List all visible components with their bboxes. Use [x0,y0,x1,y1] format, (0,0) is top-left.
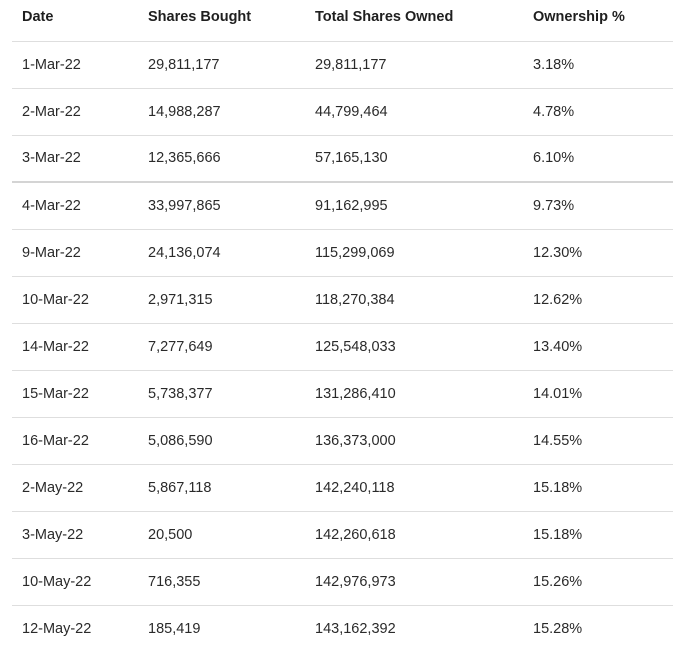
table-row: 10-May-22 716,355 142,976,973 15.26% [12,558,673,606]
cell-total-shares-owned: 29,811,177 [305,41,523,89]
cell-shares-bought: 5,086,590 [138,417,305,465]
cell-date: 2-Mar-22 [12,88,138,136]
cell-date: 4-Mar-22 [12,182,138,230]
cell-date: 14-Mar-22 [12,323,138,371]
table-row: 2-May-22 5,867,118 142,240,118 15.18% [12,464,673,512]
table-row: 3-Mar-22 12,365,666 57,165,130 6.10% [12,135,673,183]
cell-ownership-percent: 15.18% [523,464,673,512]
cell-shares-bought: 24,136,074 [138,229,305,277]
share-purchases-table: Date Shares Bought Total Shares Owned Ow… [12,0,673,652]
table-row: 12-May-22 185,419 143,162,392 15.28% [12,605,673,652]
cell-ownership-percent: 13.40% [523,323,673,371]
header-date: Date [12,0,138,42]
cell-ownership-percent: 6.10% [523,135,673,183]
table-row: 15-Mar-22 5,738,377 131,286,410 14.01% [12,370,673,418]
cell-ownership-percent: 14.01% [523,370,673,418]
header-row: Date Shares Bought Total Shares Owned Ow… [12,0,673,42]
cell-total-shares-owned: 91,162,995 [305,182,523,230]
cell-shares-bought: 5,738,377 [138,370,305,418]
table-row: 9-Mar-22 24,136,074 115,299,069 12.30% [12,229,673,277]
cell-date: 2-May-22 [12,464,138,512]
cell-total-shares-owned: 57,165,130 [305,135,523,183]
cell-ownership-percent: 14.55% [523,417,673,465]
cell-ownership-percent: 3.18% [523,41,673,89]
cell-total-shares-owned: 125,548,033 [305,323,523,371]
cell-shares-bought: 14,988,287 [138,88,305,136]
cell-total-shares-owned: 142,976,973 [305,558,523,606]
table-row: 1-Mar-22 29,811,177 29,811,177 3.18% [12,41,673,89]
cell-date: 1-Mar-22 [12,41,138,89]
table-row: 16-Mar-22 5,086,590 136,373,000 14.55% [12,417,673,465]
cell-shares-bought: 185,419 [148,620,201,637]
header-ownership-percent: Ownership % [523,0,673,42]
cell-shares-bought: 2,971,315 [138,276,305,324]
cell-ownership-percent: 4.78% [523,88,673,136]
cell-shares-bought: 29,811,177 [138,41,305,89]
cell-total-shares-owned: 143,162,392 [315,620,396,637]
cell-total-shares-owned: 136,373,000 [305,417,523,465]
cell-total-shares-owned: 142,240,118 [305,464,523,512]
cell-total-shares-owned: 131,286,410 [305,370,523,418]
cell-ownership-percent: 15.26% [523,558,673,606]
cell-date: 9-Mar-22 [12,229,138,277]
table-header: Date Shares Bought Total Shares Owned Ow… [12,0,673,42]
cell-ownership-percent: 9.73% [523,182,673,230]
cell-shares-bought: 716,355 [138,558,305,606]
table-row: 2-Mar-22 14,988,287 44,799,464 4.78% [12,88,673,136]
cell-date: 3-May-22 [12,511,138,559]
table-row: 3-May-22 20,500 142,260,618 15.18% [12,511,673,559]
table-row: 4-Mar-22 33,997,865 91,162,995 9.73% [12,182,673,230]
cell-date: 12-May-22 [22,620,92,637]
cell-date: 3-Mar-22 [12,135,138,183]
cell-date: 15-Mar-22 [12,370,138,418]
cell-date: 10-May-22 [12,558,138,606]
cell-ownership-percent: 12.30% [523,229,673,277]
cell-shares-bought: 5,867,118 [138,464,305,512]
cell-ownership-percent: 15.28% [533,620,583,637]
cell-total-shares-owned: 115,299,069 [305,229,523,277]
cell-shares-bought: 12,365,666 [138,135,305,183]
cell-total-shares-owned: 118,270,384 [305,276,523,324]
table-row: 14-Mar-22 7,277,649 125,548,033 13.40% [12,323,673,371]
cell-total-shares-owned: 44,799,464 [305,88,523,136]
header-shares-bought: Shares Bought [138,0,305,42]
cell-ownership-percent: 12.62% [523,276,673,324]
table-row: 10-Mar-22 2,971,315 118,270,384 12.62% [12,276,673,324]
cell-shares-bought: 7,277,649 [138,323,305,371]
cell-date: 10-Mar-22 [12,276,138,324]
table-body: 1-Mar-22 29,811,177 29,811,177 3.18% 2-M… [12,41,673,652]
cell-date: 16-Mar-22 [12,417,138,465]
header-total-shares-owned: Total Shares Owned [305,0,523,42]
cell-shares-bought: 20,500 [138,511,305,559]
cell-ownership-percent: 15.18% [523,511,673,559]
cell-total-shares-owned: 142,260,618 [305,511,523,559]
cell-shares-bought: 33,997,865 [138,182,305,230]
